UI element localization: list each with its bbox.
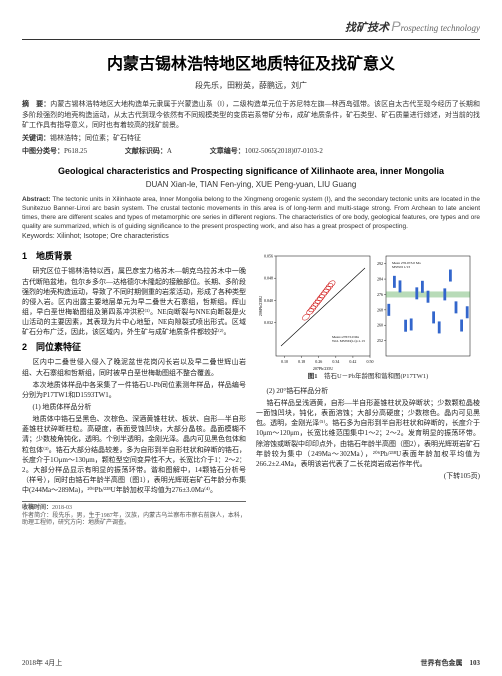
keywords-chinese: 关键词：锡林浩特；同位素；矿石特征 [22,133,480,144]
title-english: Geological characteristics and Prospecti… [22,166,480,176]
authors-english: DUAN Xian-le, TIAN Fen-ying, XUE Peng-yu… [22,180,480,189]
svg-text:0.040: 0.040 [264,298,273,303]
svg-text:0.26: 0.26 [315,359,322,364]
top-divider [22,39,480,40]
logo-sub: rospecting technology [401,23,480,33]
footer-date: 2018年 4月上 [22,658,62,668]
svg-text:0.50: 0.50 [367,359,374,364]
col2-p2: 锆石样品呈浅酒黄，自形—半自形菱锥柱状及碎断状；少数颗粒晶棱一面蚀凹块，钝化，表… [256,398,480,469]
svg-text:284: 284 [377,277,383,282]
svg-text:268: 268 [377,308,383,313]
authors-chinese: 段先乐，田粉英，薛鹏远，刘广 [22,80,480,91]
svg-text:207Pb/235U: 207Pb/235U [313,366,333,370]
keywords-cn-text: 锡林浩特；同位素；矿石特征 [50,134,141,142]
footnote-divider [22,501,246,502]
svg-text:252: 252 [377,338,383,343]
classification-row: 中图分类号：P618.25 文献标识码：A 文章编号：1002-5065(201… [22,146,480,156]
sec2-p2: 本次地质体样品中各采集了一件锆石U-Pb同位素测年样品，样品编号分别为P17TW… [22,380,246,400]
keywords-english: Keywords: Xilinhot; Isotope; Ore charact… [22,233,480,240]
figure-1: 0.032 0.040 0.048 0.056 0.10 0.18 0.26 0.34 0.42… [256,250,480,370]
svg-text:Mean=276±3.0 MaWtd. MSWD(1σ)=1: Mean=276±3.0 MaWtd. MSWD(1σ)=1.13 [332,335,365,343]
section-1-heading: 1 地质背景 [22,250,246,263]
keywords-cn-label: 关键词： [22,134,50,142]
svg-text:0.34: 0.34 [332,359,339,364]
header-logo: 找矿技术 Prospecting technology [22,18,480,35]
right-column: 0.032 0.040 0.048 0.056 0.10 0.18 0.26 0.34 0.42… [256,246,480,528]
continued-note: (下转105页) [256,471,480,481]
keywords-en-label: Keywords: [22,233,55,240]
figure-1-caption: 图1 锆石U－Pb年龄图和谐和图(P17TW1) [256,372,480,381]
abstract-en-label: Abstract: [22,196,51,203]
svg-text:260: 260 [377,323,383,328]
sec2-p3: (1) 地质体样品分析 [22,402,246,412]
svg-text:0.056: 0.056 [264,254,273,259]
svg-text:206Pb/238U: 206Pb/238U [258,296,263,316]
abstract-cn-label: 摘 要： [22,100,50,108]
sec2-p1: 区内中二叠世侵入侵入了晚泥盆世花岗闪长岩以及早二叠世辉山岩组、大石寨组和哲斯组，… [22,357,246,377]
sec1-p1: 研究区位于锡林浩特以西，属巴彦宝力格苏木—朝克乌拉苏木中一晚古代断陷盆地，包尔乡… [22,266,246,337]
page-footer: 2018年 4月上 世界有色金属 103 [22,658,480,668]
abstract-chinese: 摘 要：内蒙古锡林浩特地区大地构造单元隶属于兴蒙造山系（Ⅰ），二级构造单元位于苏… [22,99,480,131]
svg-text:292: 292 [377,262,383,267]
footnote: 收稿时间：2018-03 作者简介：段先乐，男，生于1987年，汉族，内蒙古乌兰… [22,505,246,528]
logo-bold: 找矿技术 [345,22,389,34]
col2-p1: (2) 20°锆石样品分析 [256,386,480,396]
svg-text:0.18: 0.18 [298,359,305,364]
svg-text:276: 276 [377,292,383,297]
keywords-en-text: Xilinhot; Isotope; Ore characteristics [57,233,169,240]
abstract-english: Abstract: The tectonic units in Xilinhao… [22,195,480,231]
svg-text:Mean 276.0±3.0 MaMSWD 1/13: Mean 276.0±3.0 MaMSWD 1/13 [392,261,421,269]
section-2-heading: 2 同位素特征 [22,341,246,354]
svg-text:0.42: 0.42 [349,359,356,364]
footer-right: 世界有色金属 103 [421,658,481,668]
svg-text:0.048: 0.048 [264,276,273,281]
sec2-p4: 地质体中锆石呈黑色、次棕色、深酒黄锥柱状、板状、自形—半自形菱锥柱状碎断柱粒。高… [22,414,246,495]
abstract-en-text: The tectonic units in Xilinhaote area, I… [22,196,480,230]
left-column: 1 地质背景 研究区位于锡林浩特以西，属巴彦宝力格苏木—朝克乌拉苏木中一晚古代断… [22,246,246,528]
svg-text:0.032: 0.032 [264,321,273,326]
title-chinese: 内蒙古锡林浩特地区地质特征及找矿意义 [22,50,480,74]
svg-text:0.10: 0.10 [281,359,288,364]
abstract-cn-text: 内蒙古锡林浩特地区大地构造单元隶属于兴蒙造山系（Ⅰ），二级构造单元位于苏尼特左旗… [22,100,480,129]
